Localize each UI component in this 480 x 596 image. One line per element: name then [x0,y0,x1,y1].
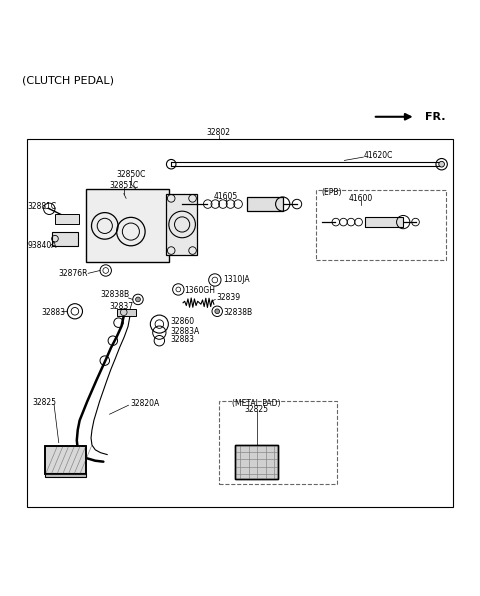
Text: 32820A: 32820A [130,399,159,408]
Text: (EPB): (EPB) [322,188,342,197]
Bar [55,214,79,225]
Bar [365,217,403,227]
Bar [316,190,446,260]
Text: 41600: 41600 [349,194,373,203]
Text: 32876R: 32876R [59,269,88,278]
Text: 41620C: 41620C [363,151,393,160]
Text: 32838B: 32838B [100,290,129,299]
Text: 32837: 32837 [109,302,133,311]
Bar [52,232,78,246]
Text: 32883: 32883 [42,308,66,316]
Circle shape [215,309,219,313]
Text: 32825: 32825 [32,398,56,407]
Text: 32802: 32802 [207,128,231,138]
Bar [235,445,278,479]
Circle shape [439,162,444,167]
Bar [247,197,283,211]
Text: 41605: 41605 [214,192,238,201]
Text: 32850C: 32850C [116,170,145,179]
Text: 32881C: 32881C [27,202,57,211]
Text: 1360GH: 1360GH [184,286,216,295]
Text: 93840A: 93840A [27,241,57,250]
Text: 32851C: 32851C [109,181,138,190]
Text: (CLUTCH PEDAL): (CLUTCH PEDAL) [22,76,114,86]
Bar [167,194,197,255]
Text: 32883: 32883 [170,336,194,344]
Text: 32838B: 32838B [223,308,252,316]
Text: 32839: 32839 [216,293,240,303]
Text: FR.: FR. [425,112,445,122]
Text: 32825: 32825 [245,405,269,414]
Text: (METAL PAD): (METAL PAD) [232,399,281,408]
Bar [46,446,86,474]
Text: 32883A: 32883A [170,327,200,336]
Bar [235,445,278,479]
Bar [46,446,86,474]
Bar [46,473,86,477]
Bar [86,189,169,262]
Text: 32860: 32860 [170,317,194,326]
Circle shape [136,297,140,302]
Text: 1310JA: 1310JA [223,275,250,284]
Bar [219,401,337,484]
Bar [26,139,454,507]
Bar [117,309,136,316]
